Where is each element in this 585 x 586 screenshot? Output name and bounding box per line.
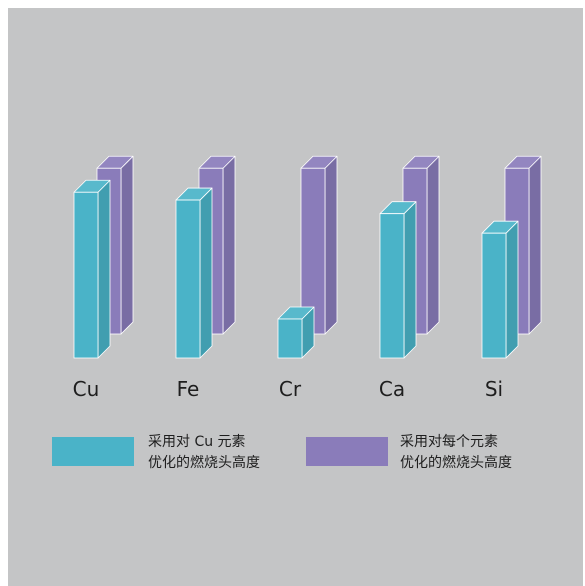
- bar-cr-series-2-front: [300, 167, 326, 335]
- category-label-fe: Fe: [177, 377, 200, 401]
- bar-fe-series-2-side: [222, 155, 236, 335]
- bar-cr-series-2-side: [324, 155, 338, 335]
- legend-label-series-1-line-2: 优化的燃烧头高度: [148, 454, 260, 471]
- bar-ca-series-1-front: [379, 213, 405, 359]
- legend-label-series-2-line-2: 优化的燃烧头高度: [400, 454, 512, 471]
- legend-label-series-2-line-1: 采用对每个元素: [400, 434, 498, 450]
- category-labels: Cu Fe Cr Ca Si: [73, 377, 503, 401]
- bar-si-series-1-front: [481, 232, 507, 359]
- bar-cr-series-2: [300, 155, 338, 335]
- bar-ca-series-1-side: [403, 201, 417, 359]
- category-label-si: Si: [485, 377, 503, 401]
- bar-cu-series-1-front: [73, 191, 99, 359]
- legend-swatch-series-2: [306, 437, 388, 466]
- category-label-ca: Ca: [379, 377, 405, 401]
- bar-si-series-1-side: [505, 220, 519, 359]
- bar-fe-series-1-front: [175, 199, 201, 359]
- category-label-cr: Cr: [279, 377, 302, 401]
- bar-cu-series-1: [73, 179, 111, 359]
- bar-cu-series-1-side: [97, 179, 111, 359]
- category-label-cu: Cu: [73, 377, 100, 401]
- bar-fe-series-1: [175, 187, 213, 359]
- bar-si-series-2-side: [528, 155, 542, 335]
- legend-label-series-1-line-1: 采用对 Cu 元素: [148, 434, 246, 450]
- bar-cr-series-1-front: [277, 318, 303, 359]
- bar-ca-series-1: [379, 201, 417, 359]
- bar-si-series-1: [481, 220, 519, 359]
- legend-swatch-series-1: [52, 437, 134, 466]
- bar-cr-series-1: [277, 306, 315, 359]
- bar-ca-series-2-side: [426, 155, 440, 335]
- bar-fe-series-1-side: [199, 187, 213, 359]
- bars: [73, 155, 542, 359]
- bar-cu-series-2-side: [120, 155, 134, 335]
